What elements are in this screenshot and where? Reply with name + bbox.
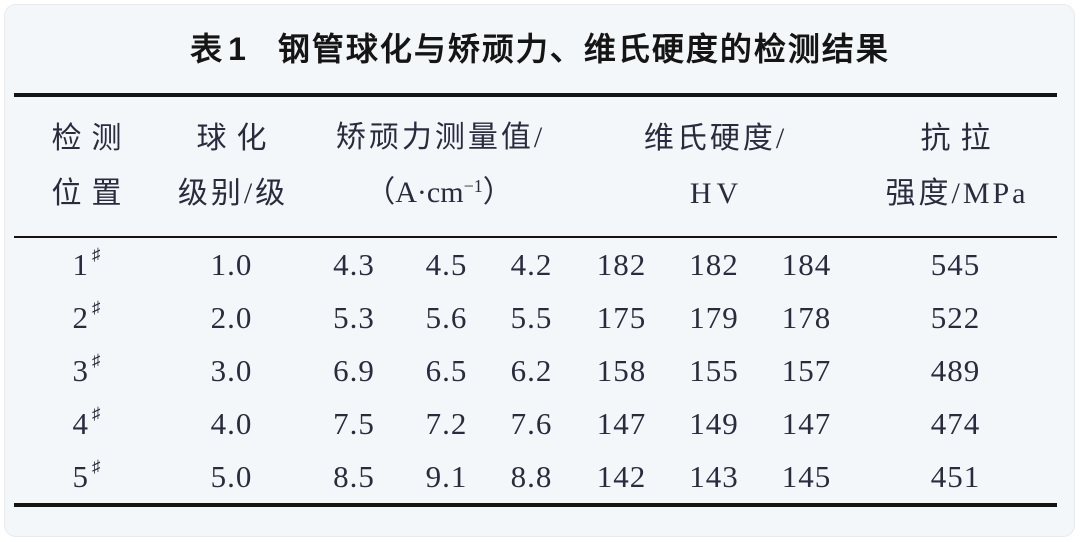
cell-hardness-1: 147	[596, 405, 647, 441]
cell-tensile: 474	[930, 405, 981, 441]
cell-hardness-1: 142	[596, 458, 647, 494]
column-header-level: 球化 级别/级	[159, 97, 304, 236]
cell-position: 3 ♯	[72, 350, 101, 388]
cell-level: 1.0	[210, 246, 253, 282]
position-sharp-mark: ♯	[92, 456, 101, 476]
cell-hardness-3: 178	[781, 299, 832, 335]
column-header-level-line2: 级别/级	[177, 177, 289, 210]
position-sharp-mark: ♯	[92, 244, 101, 264]
table-body: 1 ♯ 1.0 4.3 4.5 4.2 182 182 184 545 2 ♯ 2.…	[14, 238, 1057, 503]
cell-coercive-3: 7.6	[510, 405, 553, 441]
cell-coercive-2: 5.6	[425, 299, 468, 335]
column-header-coercive-unit: （A·cm−1）	[365, 175, 513, 209]
cell-level: 5.0	[210, 458, 253, 494]
cell-coercive-1: 8.5	[333, 458, 375, 494]
cell-hardness-2: 143	[689, 458, 739, 494]
cell-hardness-1: 158	[596, 352, 647, 388]
cell-hardness-3: 147	[781, 405, 832, 441]
cell-hardness-3: 157	[781, 352, 832, 388]
cell-coercive-2: 4.5	[425, 246, 468, 282]
position-sharp-mark: ♯	[92, 297, 101, 317]
coercive-unit-exponent: −1	[463, 175, 483, 196]
cell-coercive-3: 8.8	[510, 458, 553, 494]
cell-level: 2.0	[210, 299, 253, 335]
cell-tensile: 545	[930, 246, 981, 282]
table-rule-bottom	[14, 503, 1057, 507]
column-header-level-line1: 球化	[196, 122, 277, 155]
cell-hardness-3: 145	[781, 458, 832, 494]
column-header-position-line1: 检测	[51, 122, 132, 155]
cell-tensile: 451	[930, 458, 981, 494]
column-header-tensile-line1: 抗拉	[920, 122, 1001, 155]
table-rule-top	[14, 93, 1057, 97]
cell-hardness-1: 182	[596, 246, 647, 282]
table-header-row: 检测 位置 球化 级别/级 矫顽力测量值/ （A·cm−1） 维氏硬度/ HV …	[14, 97, 1057, 236]
cell-position: 1 ♯	[72, 244, 101, 282]
cell-coercive-2: 7.2	[425, 405, 468, 441]
table-title-text: 钢管球化与矫顽力、维氏硬度的检测结果	[277, 31, 890, 67]
position-sharp-mark: ♯	[92, 403, 101, 423]
figure-background	[4, 4, 1075, 537]
position-sharp-mark: ♯	[92, 350, 101, 370]
cell-hardness-2: 179	[689, 299, 739, 335]
cell-tensile: 489	[930, 352, 981, 388]
column-header-tensile-line2: 强度/MPa	[885, 177, 1029, 210]
cell-coercive-2: 9.1	[425, 458, 468, 494]
column-header-hardness-line1: 维氏硬度/	[643, 122, 788, 155]
cell-hardness-2: 182	[689, 246, 739, 282]
column-header-tensile: 抗拉 强度/MPa	[854, 97, 1057, 236]
column-header-coercive-line1: 矫顽力测量值/	[335, 120, 546, 154]
cell-position: 4 ♯	[72, 403, 101, 441]
cell-coercive-3: 5.5	[510, 299, 553, 335]
column-header-hardness-line2: HV	[689, 177, 744, 210]
cell-hardness-2: 155	[689, 352, 739, 388]
table-title: 表1 钢管球化与矫顽力、维氏硬度的检测结果	[0, 24, 1080, 70]
column-header-position-line2: 位置	[51, 177, 132, 210]
cell-coercive-1: 4.3	[333, 246, 375, 282]
cell-coercive-1: 6.9	[333, 352, 375, 388]
cell-coercive-1: 5.3	[333, 299, 375, 335]
cell-hardness-2: 149	[689, 405, 739, 441]
column-header-position: 检测 位置	[14, 97, 159, 236]
cell-hardness-3: 184	[781, 246, 832, 282]
cell-level: 4.0	[210, 405, 253, 441]
table-number: 表1	[190, 31, 252, 67]
cell-coercive-3: 6.2	[510, 352, 553, 388]
cell-position: 2 ♯	[72, 297, 101, 335]
table-rule-header-separator	[14, 236, 1057, 238]
cell-coercive-1: 7.5	[333, 405, 375, 441]
cell-coercive-3: 4.2	[510, 246, 553, 282]
cell-coercive-2: 6.5	[425, 352, 468, 388]
column-header-coercive: 矫顽力测量值/ （A·cm−1）	[304, 97, 574, 236]
cell-level: 3.0	[210, 352, 253, 388]
cell-tensile: 522	[930, 299, 981, 335]
cell-hardness-1: 175	[596, 299, 647, 335]
column-header-hardness: 维氏硬度/ HV	[574, 97, 854, 236]
cell-position: 5 ♯	[72, 456, 101, 494]
